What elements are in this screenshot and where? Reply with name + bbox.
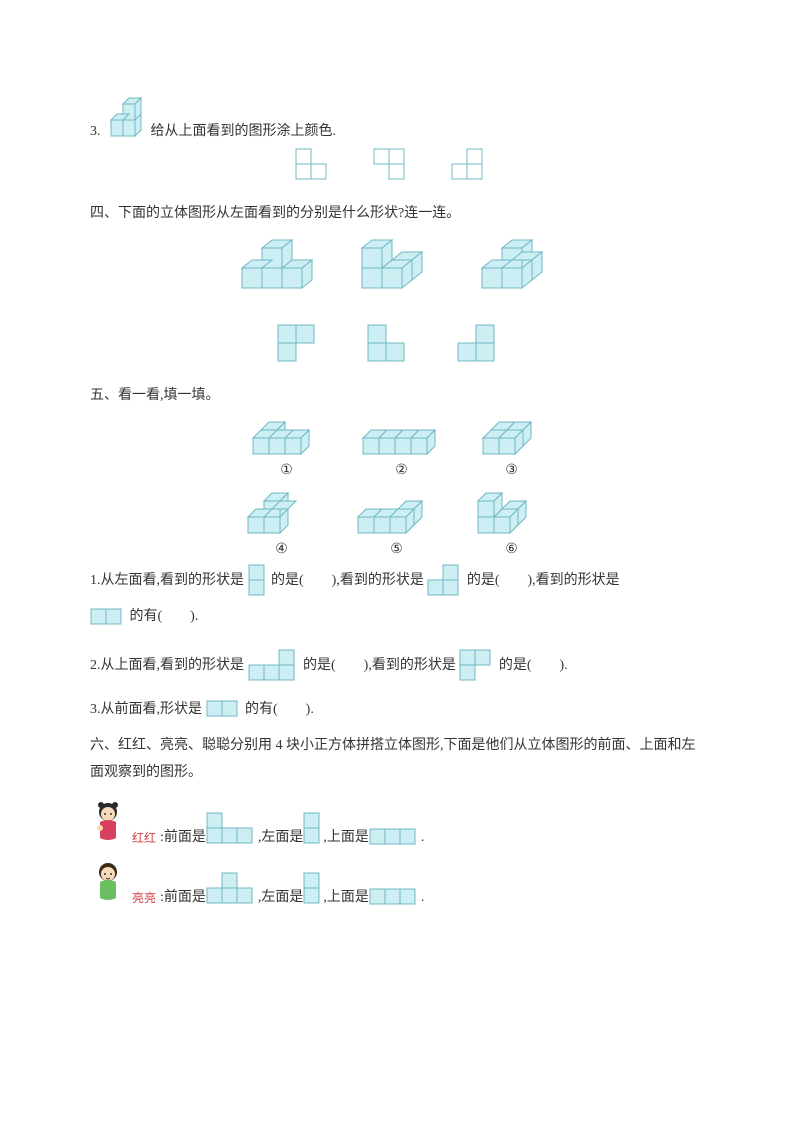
q6-hh-front [206,812,258,846]
q3-options [90,148,703,184]
q5-sub3b: 的有( ). [245,702,314,717]
q5-sub1c: 的是( ),看到的形状是 [467,573,620,588]
q5-sub3: 3.从前面看,形状是 的有( ). [90,697,703,724]
q5-sub1-shape2 [427,564,463,598]
q4-title: 四、下面的立体图形从左面看到的分别是什么形状?连一连。 [90,202,703,222]
q3-opt2 [373,148,421,184]
q6-front2: :前面是 [160,886,206,906]
q6-ll-left [303,872,323,906]
q5-sub1b: 的是( ),看到的形状是 [271,573,424,588]
q5-solid3 [477,414,547,462]
q5-label3: ③ [477,462,547,479]
q4-flats [90,324,703,366]
q5-solids-row2: ④ ⑤ [90,485,703,558]
q3-text: 给从上面看到的图形涂上颜色. [151,120,337,140]
q6-left1: ,左面是 [258,826,304,846]
q5-solid2 [357,414,447,462]
q5-sub1-shape3 [90,608,126,626]
q5-title: 五、看一看,填一填。 [90,384,703,404]
q6-name1: 红红 [132,829,156,846]
q4-solid2 [352,232,442,298]
q5-sub1d: 的有( ). [130,609,199,624]
q4-solid3 [472,232,562,298]
q5-label2: ② [357,462,447,479]
q5-sub2c: 的是( ). [499,658,568,673]
q6-top1: ,上面是 [323,826,369,846]
q3-cube [101,90,151,140]
q6-top2: ,上面是 [323,886,369,906]
q4-flat3 [457,324,517,366]
q6-liangliang-row: 亮亮 :前面是 ,左面是 ,上面是 . [90,858,703,906]
q5-sub2a: 2.从上面看,看到的形状是 [90,658,244,673]
q5-label6: ⑥ [472,541,552,558]
avatar-boy-icon [90,858,126,906]
q6-name2: 亮亮 [132,889,156,906]
q4-solids [90,232,703,298]
q5-sub3-shape [206,700,242,718]
q5-sub1-shape1 [248,564,268,598]
q5-label5: ⑤ [352,541,442,558]
q5-solid4 [242,485,322,541]
q6-ll-top [369,888,421,906]
q6-hh-left [303,812,323,846]
q6-hh-top [369,828,421,846]
avatar-girl-icon [90,798,126,846]
q5-sub1: 1.从左面看,看到的形状是 的是( ),看到的形状是 的是( ),看到的形状是 [90,564,703,598]
q6-ll-front [206,872,258,906]
q5-sub2b: 的是( ),看到的形状是 [303,658,456,673]
q6-left2: ,左面是 [258,886,304,906]
q6-title: 六、红红、亮亮、聪聪分别用 4 块小正方体拼搭立体图形,下面是他们从立体图形的前… [90,733,703,786]
q6-front1: :前面是 [160,826,206,846]
q6-end2: . [421,890,425,906]
q5-solid6 [472,485,552,541]
q4-solid1 [232,232,322,298]
q4-flat1 [277,324,337,366]
q5-sub1-cont: 的有( ). [90,604,703,631]
q5-label4: ④ [242,541,322,558]
q3-opt3 [451,148,499,184]
q4-flat2 [367,324,427,366]
q5-solid1 [247,414,327,462]
q5-sub2-shape2 [459,649,495,683]
q5-solid5 [352,485,442,541]
q6-honghong-row: 红红 :前面是 ,左面是 ,上面是 . [90,798,703,846]
q5-sub3a: 3.从前面看,形状是 [90,702,202,717]
q5-sub2: 2.从上面看,看到的形状是 的是( ),看到的形状是 的是( ). [90,649,703,683]
q5-label1: ① [247,462,327,479]
q6-end1: . [421,830,425,846]
q5-solids-row1: ① ② [90,414,703,479]
q3-opt1 [295,148,343,184]
q3-prefix: 3. [90,124,101,140]
q5-sub2-shape1 [248,649,300,683]
q3-row: 3. 给从上面看到的图形涂上颜色. [90,90,703,140]
q5-sub1a: 1.从左面看,看到的形状是 [90,573,244,588]
